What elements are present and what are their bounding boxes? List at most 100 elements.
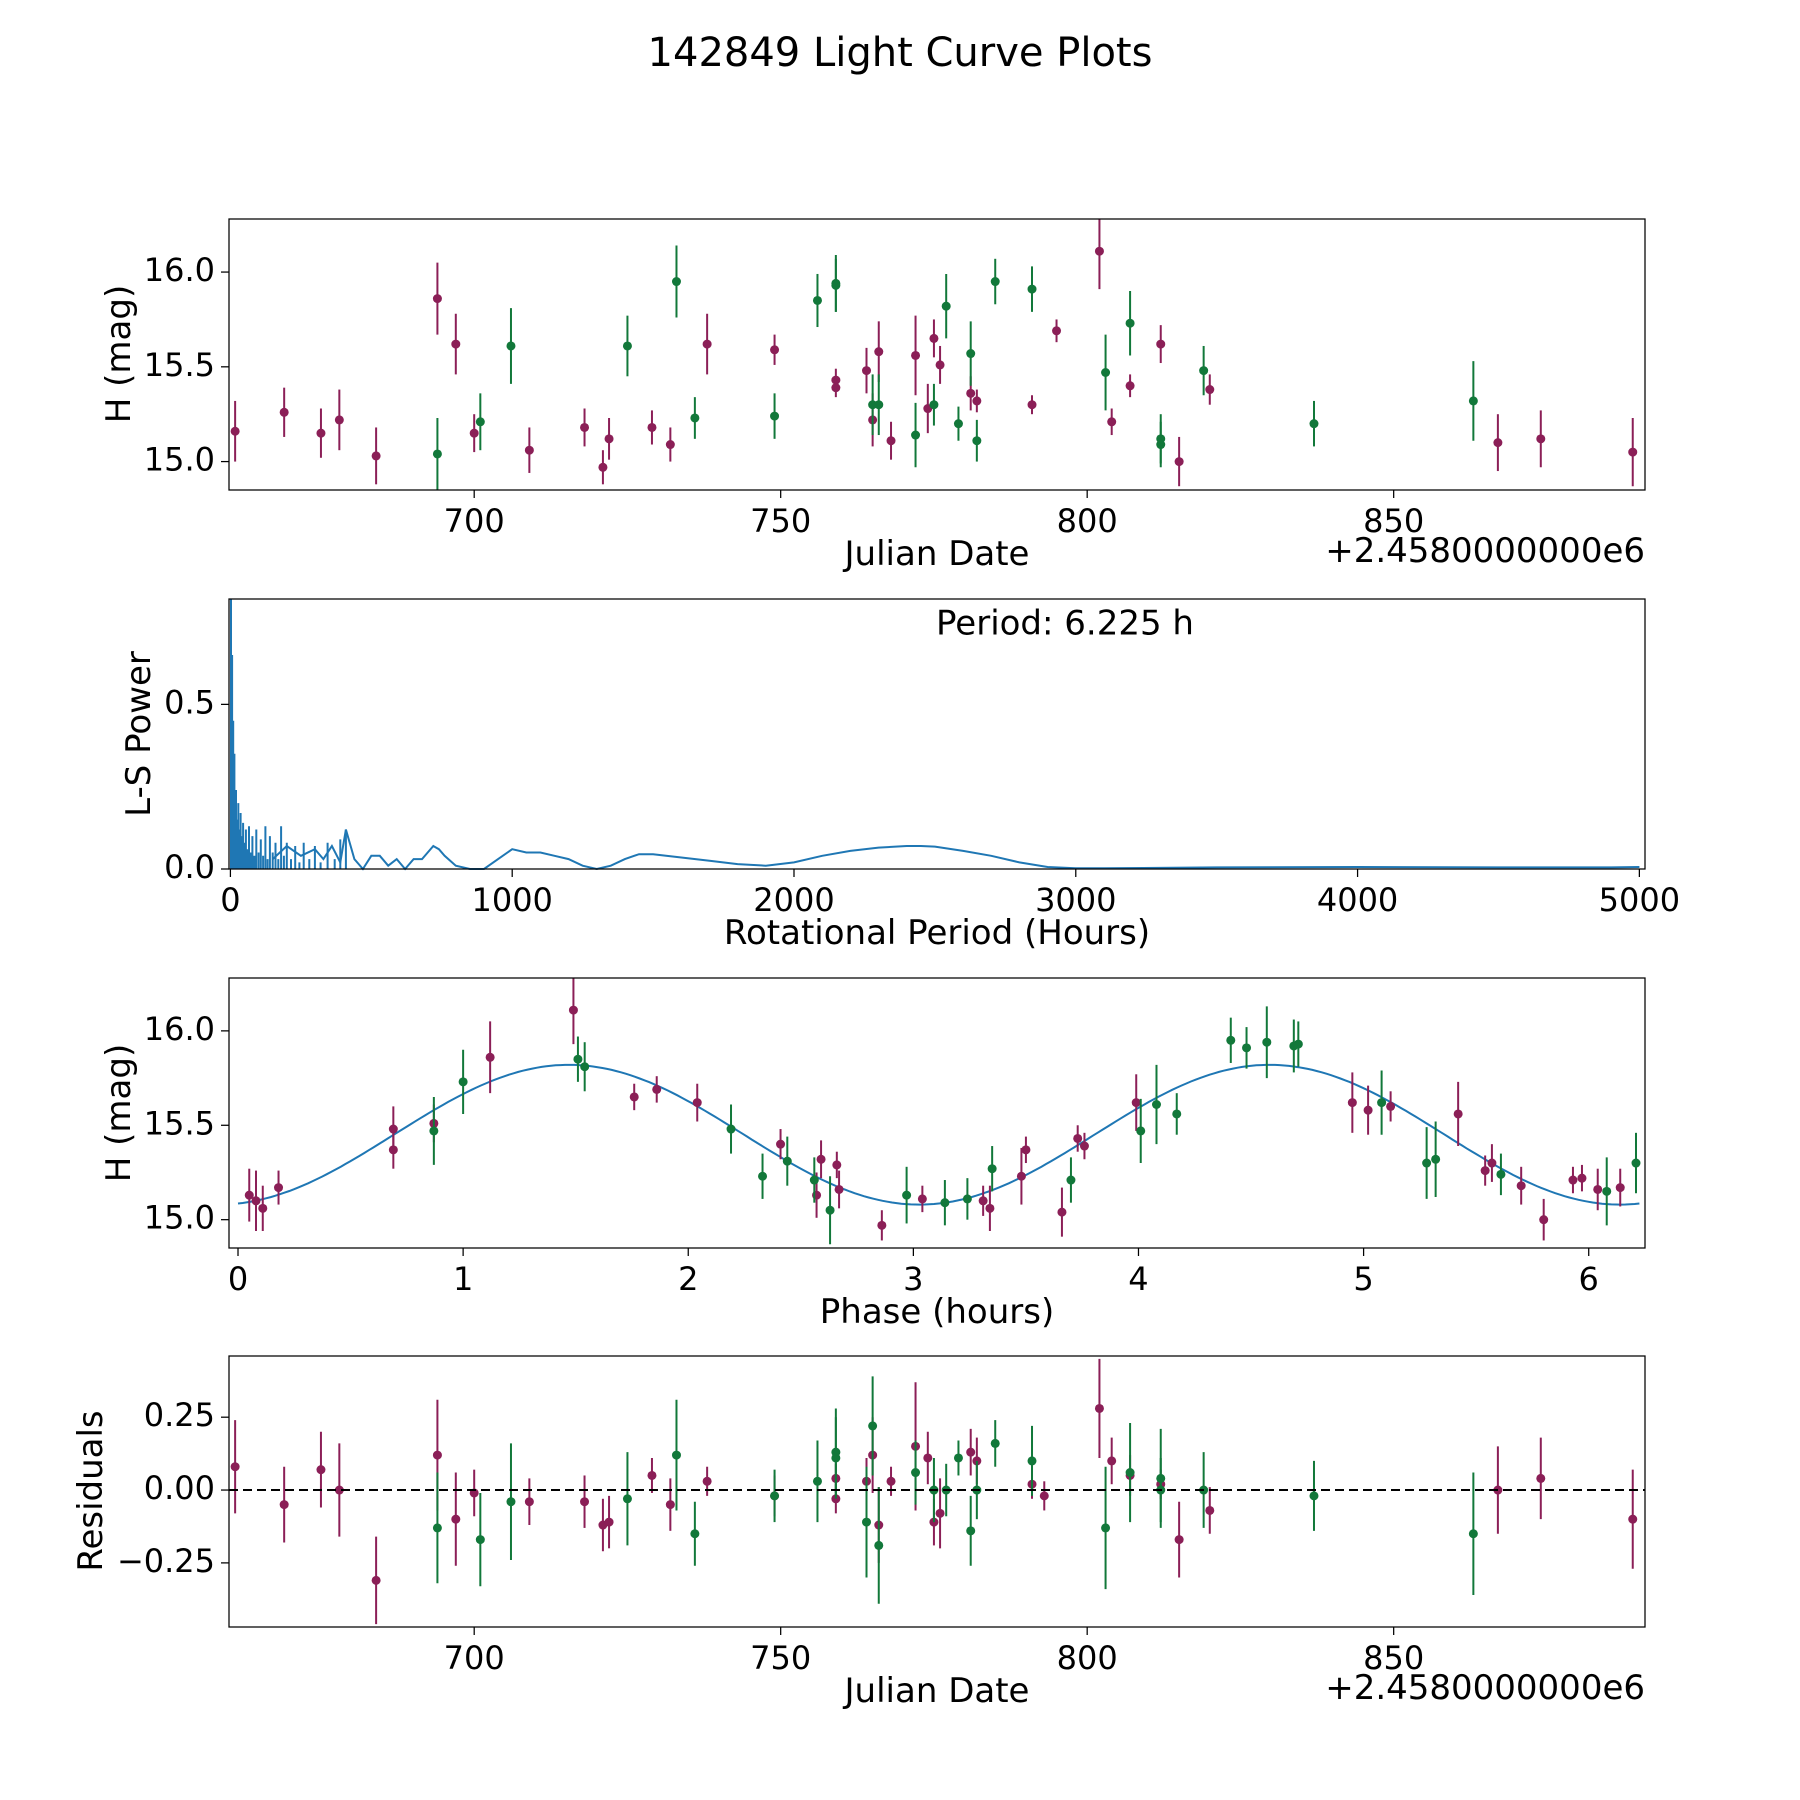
data-point — [524, 445, 534, 455]
phased-ylabel: H (mag) — [99, 1044, 139, 1182]
data-point — [580, 422, 590, 432]
data-point — [1309, 419, 1319, 429]
data-point — [985, 1203, 995, 1213]
periodogram-xlabel: Rotational Period (Hours) — [724, 913, 1150, 953]
data-point — [274, 1183, 284, 1193]
data-point — [665, 1500, 675, 1510]
data-point — [1468, 396, 1478, 406]
data-point — [809, 1175, 819, 1185]
data-point — [962, 1194, 972, 1204]
phased-panel: 0 1 2 3 4 5 6 15.0 15.5 16.0 Phase (hours) H (mag… — [99, 977, 1646, 1332]
phased-xtick-label: 0 — [228, 1260, 248, 1298]
data-point — [1021, 1145, 1031, 1155]
data-point — [279, 1500, 289, 1510]
data-point — [451, 1514, 461, 1524]
lightcurve-xlabel: Julian Date — [843, 534, 1030, 574]
residuals-ytick-label: −0.25 — [117, 1542, 215, 1580]
data-point — [1631, 1158, 1641, 1168]
data-point — [580, 1497, 590, 1507]
data-point — [1101, 368, 1111, 378]
data-point — [953, 1453, 963, 1463]
data-point — [1377, 1098, 1387, 1108]
data-point — [1125, 318, 1135, 328]
periodogram-frame — [228, 598, 1646, 870]
data-point — [923, 1453, 933, 1463]
data-point — [1568, 1175, 1578, 1185]
model-curve — [237, 1063, 1640, 1206]
data-point — [604, 1517, 614, 1527]
figure-title: 142849 Light Curve Plots — [648, 30, 1153, 76]
periodogram-spikes — [230, 599, 347, 869]
data-point — [432, 449, 442, 459]
data-point — [334, 1485, 344, 1495]
data-point — [1172, 1109, 1182, 1119]
periodogram-ylabel: L-S Power — [119, 651, 159, 817]
periodogram-ytick-label: 0.5 — [164, 683, 215, 721]
data-point — [1602, 1186, 1612, 1196]
data-point — [874, 400, 884, 410]
data-point — [251, 1196, 261, 1206]
data-point — [966, 1526, 976, 1536]
data-point — [1205, 385, 1215, 395]
data-point — [1156, 339, 1166, 349]
periodogram-xtick-label: 0 — [220, 881, 240, 919]
data-point — [911, 350, 921, 360]
data-point — [458, 1077, 468, 1087]
data-point — [690, 413, 700, 423]
data-point — [862, 366, 872, 376]
data-point — [886, 1476, 896, 1486]
residuals-x-offset: +2.4580000000e6 — [1325, 1668, 1645, 1708]
data-point — [834, 1184, 844, 1194]
periodogram-panel: 0 1000 2000 3000 4000 5000 0.0 0.5 Period: 6.22… — [119, 598, 1680, 953]
data-point — [831, 383, 841, 393]
data-point — [990, 1438, 1000, 1448]
data-point — [665, 440, 675, 450]
data-point — [1577, 1173, 1587, 1183]
data-point — [940, 1198, 950, 1208]
data-point — [671, 1450, 681, 1460]
data-point — [816, 1154, 826, 1164]
data-point — [1016, 1171, 1026, 1181]
data-point — [1536, 434, 1546, 444]
data-point — [316, 428, 326, 438]
data-point — [1309, 1491, 1319, 1501]
data-point — [432, 294, 442, 304]
data-point — [334, 415, 344, 425]
data-point — [812, 295, 822, 305]
residuals-xlabel: Julian Date — [843, 1671, 1030, 1711]
data-point — [874, 347, 884, 357]
periodogram-ticks: 0 1000 2000 3000 4000 5000 0.0 0.5 — [164, 683, 1680, 919]
data-point — [598, 462, 608, 472]
data-point — [941, 301, 951, 311]
lightcurve-ticks: 700 750 800 850 15.0 15.5 16.0 — [144, 251, 1424, 540]
phased-xtick-label: 1 — [453, 1260, 473, 1298]
data-point — [1593, 1184, 1603, 1194]
data-point — [776, 1139, 786, 1149]
data-point — [1386, 1101, 1396, 1111]
data-point — [1516, 1181, 1526, 1191]
phased-xtick-label: 4 — [1128, 1260, 1148, 1298]
data-point — [622, 341, 632, 351]
data-point — [1205, 1505, 1215, 1515]
data-point — [1027, 400, 1037, 410]
data-point — [1536, 1473, 1546, 1483]
periodogram-xtick-label: 4000 — [1317, 881, 1398, 919]
periodogram-xtick-label: 3000 — [1035, 881, 1116, 919]
data-point — [1131, 1098, 1141, 1108]
data-point — [1422, 1158, 1432, 1168]
lightcurve-xtick-label: 850 — [1363, 502, 1424, 540]
data-point — [877, 1220, 887, 1230]
lightcurve-xtick-label: 750 — [750, 502, 811, 540]
data-point — [1487, 1158, 1497, 1168]
phased-xtick-label: 6 — [1579, 1260, 1599, 1298]
data-point — [1293, 1039, 1303, 1049]
data-point — [987, 1164, 997, 1174]
data-point — [432, 1450, 442, 1460]
data-point — [1052, 326, 1062, 336]
phased-xtick-label: 2 — [678, 1260, 698, 1298]
data-point — [702, 339, 712, 349]
data-point — [1480, 1166, 1490, 1176]
lightcurve-xtick-label: 700 — [444, 502, 505, 540]
data-point — [230, 426, 240, 436]
periodogram-curve — [272, 829, 1640, 871]
